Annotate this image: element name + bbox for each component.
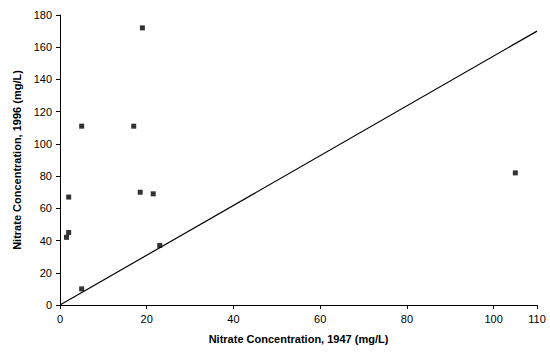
svg-text:20: 20 — [141, 313, 153, 325]
svg-text:100: 100 — [484, 313, 502, 325]
svg-text:60: 60 — [314, 313, 326, 325]
svg-text:0: 0 — [46, 299, 52, 311]
svg-text:180: 180 — [34, 9, 52, 21]
svg-text:0: 0 — [57, 313, 63, 325]
svg-text:80: 80 — [40, 170, 52, 182]
svg-text:60: 60 — [40, 202, 52, 214]
svg-text:100: 100 — [34, 138, 52, 150]
svg-text:160: 160 — [34, 41, 52, 53]
svg-text:40: 40 — [227, 313, 239, 325]
svg-text:80: 80 — [401, 313, 413, 325]
svg-text:120: 120 — [34, 106, 52, 118]
svg-text:Nitrate Concentration, 1947 (m: Nitrate Concentration, 1947 (mg/L) — [209, 333, 389, 345]
svg-text:140: 140 — [34, 73, 52, 85]
svg-text:110: 110 — [528, 313, 546, 325]
svg-text:Nitrate Concentration, 1996 (m: Nitrate Concentration, 1996 (mg/L) — [11, 70, 23, 250]
svg-text:20: 20 — [40, 267, 52, 279]
svg-text:40: 40 — [40, 235, 52, 247]
